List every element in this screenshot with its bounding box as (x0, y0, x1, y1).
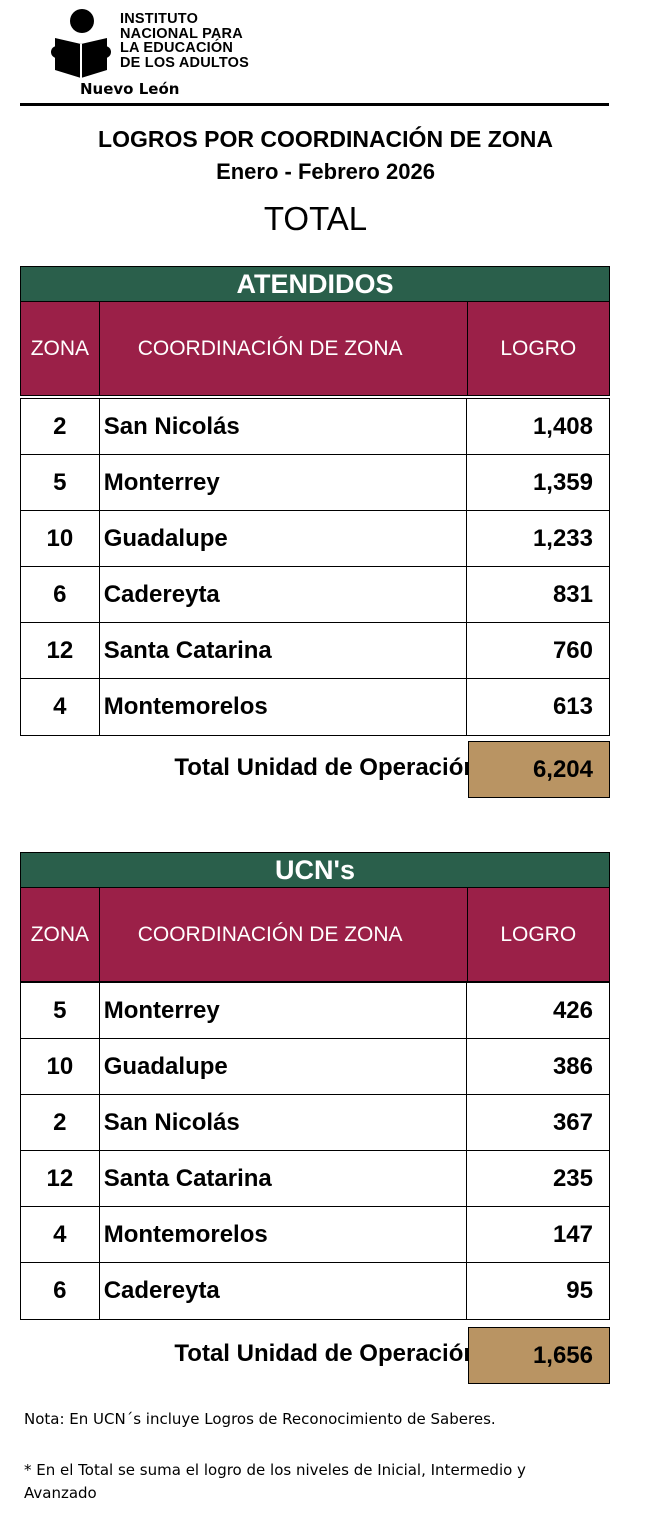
coordinacion-cell: Montemorelos (100, 679, 468, 735)
logro-cell: 367 (552, 1108, 593, 1136)
table-row: 6 Cadereyta 831 (21, 566, 609, 622)
coordinacion-cell: Monterrey (100, 455, 468, 510)
table-row: 4 Montemorelos 613 (21, 678, 609, 736)
logro-cell: 95 (566, 1276, 593, 1304)
total-label: Total Unidad de Operación: (174, 754, 486, 781)
table-row: 4 Montemorelos 147 (21, 1206, 609, 1262)
org-line: LA EDUCACIÓN (120, 40, 234, 56)
ucns-table: UCN's ZONA COORDINACIÓN DE ZONA LOGRO 5 … (20, 852, 610, 1320)
coordinacion-cell: Santa Catarina (100, 623, 468, 678)
footnote-ucn: Nota: En UCN´s incluye Logros de Reconoc… (24, 1410, 496, 1428)
column-header-zona: ZONA (21, 302, 100, 395)
table-row: 5 Monterrey 426 (21, 982, 609, 1038)
column-header-row: ZONA COORDINACIÓN DE ZONA LOGRO (20, 302, 610, 396)
reader-figure-icon (51, 9, 111, 78)
table-row: 12 Santa Catarina 760 (21, 622, 609, 678)
logro-cell: 1,408 (532, 412, 593, 440)
footnote-total: * En el Total se suma el logro de los ni… (24, 1459, 526, 1505)
coordinacion-cell: Santa Catarina (100, 1151, 468, 1206)
footnote-line: * En el Total se suma el logro de los ni… (24, 1461, 526, 1479)
logro-cell: 235 (552, 1164, 593, 1192)
atendidos-table: ATENDIDOS ZONA COORDINACIÓN DE ZONA LOGR… (20, 266, 610, 736)
zona-cell: 6 (21, 1263, 100, 1319)
org-line: NACIONAL PARA (120, 25, 243, 42)
logro-cell: 147 (552, 1220, 593, 1248)
table-row: 10 Guadalupe 1,233 (21, 510, 609, 566)
column-header-row: ZONA COORDINACIÓN DE ZONA LOGRO (20, 888, 610, 982)
zona-cell: 4 (21, 679, 100, 735)
logro-cell: 1,233 (532, 524, 593, 552)
zona-cell: 4 (21, 1207, 100, 1262)
coordinacion-cell: Cadereyta (100, 567, 468, 622)
table-row: 2 San Nicolás 367 (21, 1094, 609, 1150)
table-body: 5 Monterrey 426 10 Guadalupe 386 2 San N… (20, 982, 610, 1320)
org-line: DE LOS ADULTOS (120, 54, 250, 71)
column-header-zona: ZONA (21, 888, 100, 981)
organization-name: INSTITUTO NACIONAL PARA LA EDUCACIÓN DE … (120, 12, 249, 70)
coordinacion-cell: San Nicolás (100, 1095, 468, 1150)
zona-cell: 2 (21, 399, 100, 454)
column-header-coordinacion: COORDINACIÓN DE ZONA (100, 888, 468, 981)
total-value: 6,204 (468, 741, 610, 798)
coordinacion-cell: Cadereyta (100, 1263, 468, 1319)
logro-cell: 386 (552, 1052, 593, 1080)
table-row: 12 Santa Catarina 235 (21, 1150, 609, 1206)
table-row: 6 Cadereyta 95 (21, 1262, 609, 1320)
page-title: LOGROS POR COORDINACIÓN DE ZONA (98, 126, 553, 152)
column-header-coordinacion: COORDINACIÓN DE ZONA (100, 302, 468, 395)
table-row: 10 Guadalupe 386 (21, 1038, 609, 1094)
total-value: 1,656 (468, 1327, 610, 1384)
coordinacion-cell: San Nicolás (100, 399, 468, 454)
logro-cell: 760 (552, 636, 593, 664)
state-name: Nuevo León (80, 80, 180, 98)
zona-cell: 6 (21, 567, 100, 622)
logro-cell: 831 (552, 580, 593, 608)
table-row: 2 San Nicolás 1,408 (21, 398, 609, 454)
section-title: UCN's (20, 852, 610, 888)
zona-cell: 10 (21, 1039, 100, 1094)
coordinacion-cell: Guadalupe (100, 511, 468, 566)
table-row: 5 Monterrey 1,359 (21, 454, 609, 510)
coordinacion-cell: Guadalupe (100, 1039, 468, 1094)
inea-logo: INSTITUTO NACIONAL PARA LA EDUCACIÓN DE … (50, 8, 290, 100)
org-line: INSTITUTO (120, 11, 199, 27)
zona-cell: 2 (21, 1095, 100, 1150)
logro-cell: 613 (552, 692, 593, 720)
column-header-logro: LOGRO (500, 922, 577, 946)
coordinacion-cell: Monterrey (100, 983, 468, 1038)
table-body: 2 San Nicolás 1,408 5 Monterrey 1,359 10… (20, 398, 610, 736)
zona-cell: 12 (21, 1151, 100, 1206)
zona-cell: 5 (21, 983, 100, 1038)
zona-cell: 5 (21, 455, 100, 510)
column-header-logro: LOGRO (500, 336, 577, 360)
section-title: ATENDIDOS (20, 266, 610, 302)
zona-cell: 10 (21, 511, 100, 566)
logro-cell: 426 (552, 996, 593, 1024)
page-subtitle: TOTAL (263, 200, 368, 237)
header-divider (20, 103, 609, 106)
total-label: Total Unidad de Operación: (174, 1340, 486, 1367)
zona-cell: 12 (21, 623, 100, 678)
period-label: Enero - Febrero 2026 (216, 159, 435, 184)
coordinacion-cell: Montemorelos (100, 1207, 468, 1262)
logro-cell: 1,359 (532, 468, 593, 496)
footnote-line: Avanzado (24, 1484, 97, 1502)
